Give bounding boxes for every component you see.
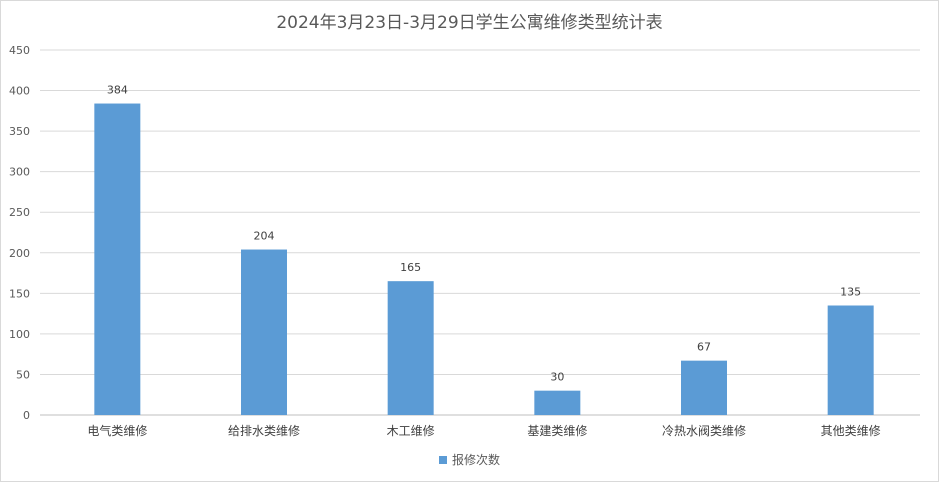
x-tick-label: 给排水类维修	[228, 423, 300, 438]
y-tick-label: 300	[9, 166, 30, 179]
y-tick-label: 400	[9, 85, 30, 98]
y-tick-label: 250	[9, 206, 30, 219]
x-tick-label: 其他类维修	[821, 423, 881, 438]
data-label: 165	[400, 261, 421, 274]
bar	[534, 390, 581, 415]
x-tick-label: 基建类维修	[527, 423, 587, 438]
y-tick-label: 350	[9, 125, 30, 138]
data-label: 204	[254, 230, 275, 243]
data-label: 384	[107, 84, 128, 97]
data-label: 67	[697, 341, 711, 354]
y-tick-label: 0	[23, 409, 30, 422]
y-tick-label: 450	[9, 44, 30, 57]
legend-swatch	[438, 455, 447, 464]
y-tick-label: 50	[16, 368, 30, 381]
data-label: 30	[550, 371, 564, 384]
bar	[827, 305, 874, 415]
bar	[241, 249, 287, 415]
x-tick-label: 冷热水阀类维修	[662, 423, 746, 438]
bar	[94, 103, 141, 416]
bar	[681, 360, 727, 415]
data-label: 135	[840, 286, 861, 299]
legend-label: 报修次数	[451, 453, 500, 467]
x-tick-label: 电气类维修	[87, 423, 147, 438]
chart-title: 2024年3月23日-3月29日学生公寓维修类型统计表	[276, 13, 663, 33]
y-tick-label: 200	[9, 247, 30, 260]
bar	[387, 281, 434, 415]
y-tick-label: 150	[9, 287, 30, 300]
x-tick-label: 木工维修	[387, 423, 435, 438]
legend: 报修次数	[0, 451, 939, 468]
y-tick-label: 100	[9, 328, 30, 341]
